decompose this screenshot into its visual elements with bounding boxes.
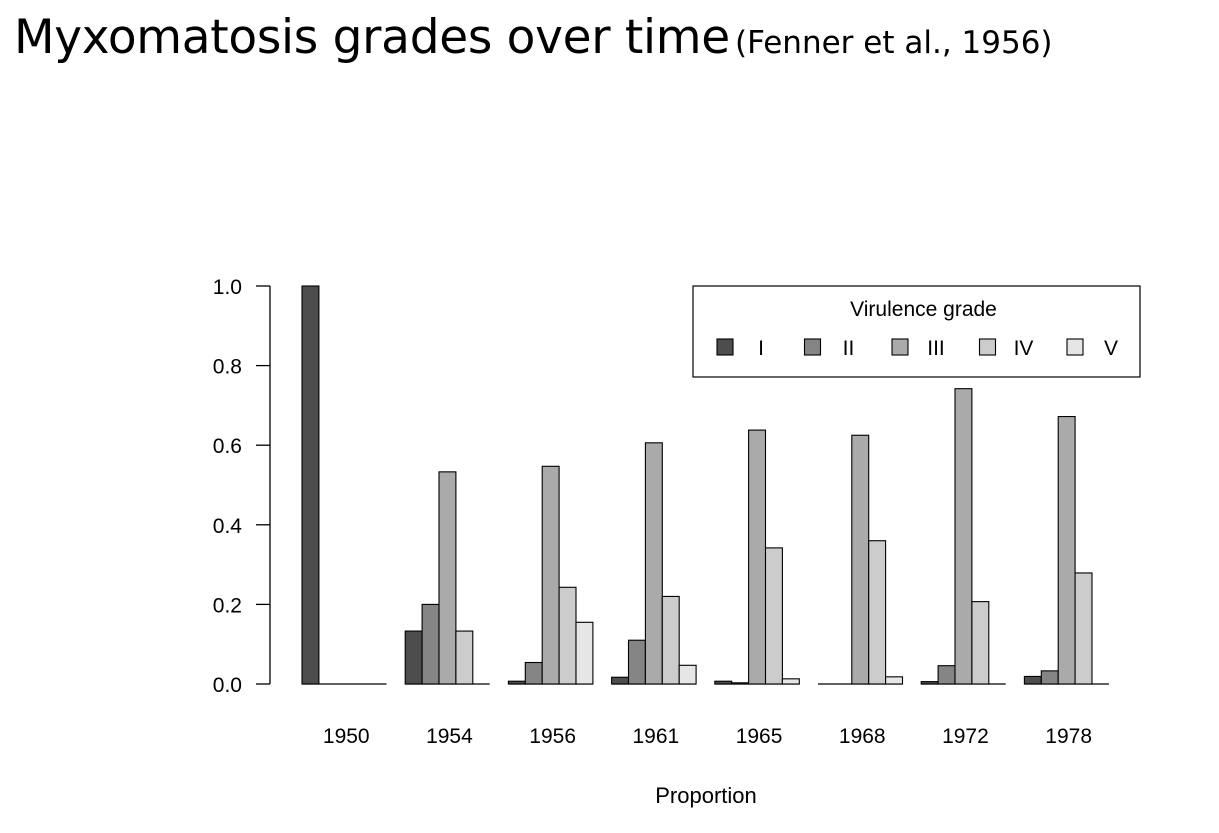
legend-item-III: III (891, 337, 945, 360)
bar-1972-grade-I (920, 681, 939, 685)
bar-1978-grade-IV (1074, 572, 1093, 685)
legend-label: III (927, 337, 945, 360)
bar-1972-grade-IV (971, 601, 990, 685)
bar-group-1961 (611, 442, 697, 685)
legend-item-V: V (1066, 337, 1118, 360)
legend-item-IV: IV (978, 337, 1034, 360)
legend-label: V (1104, 337, 1118, 360)
bar-1956-grade-II (524, 661, 543, 685)
bar-1950-grade-I (301, 285, 320, 685)
title-citation: (Fenner et al., 1956) (735, 25, 1053, 61)
bar-1956-grade-IV (558, 586, 577, 685)
legend-label: I (758, 337, 764, 360)
bar-1956-grade-I (507, 680, 526, 685)
x-tick-label: 1968 (839, 725, 886, 748)
bar-1968-grade-V (885, 676, 904, 685)
bar-group-1954 (404, 471, 490, 685)
bar-1978-grade-II (1040, 670, 1059, 685)
y-tick-label: 1.0 (213, 276, 242, 299)
bar-group-1968 (818, 434, 904, 685)
bar-1954-grade-IV (455, 630, 474, 685)
bar-1978-grade-I (1023, 675, 1042, 685)
legend-swatch (803, 338, 822, 356)
y-axis: 0.0 0.2 0.4 0.6 0.8 1.0 (213, 276, 271, 697)
bar-1961-grade-V (678, 664, 697, 685)
y-tick-label: 0.8 (213, 356, 242, 379)
bar-group-1972 (920, 388, 1006, 685)
legend-item-II: II (803, 337, 855, 360)
x-axis-label: Proportion (655, 783, 757, 808)
y-tick-label: 0.0 (213, 674, 242, 697)
bar-1972-grade-II (937, 665, 956, 685)
legend-label: II (843, 337, 855, 360)
bar-group-1956 (507, 465, 594, 685)
bar-1965-grade-II (731, 682, 750, 685)
bar-1954-grade-II (421, 603, 440, 685)
bar-1954-grade-III (438, 471, 457, 685)
bar-1954-grade-I (404, 630, 423, 685)
bar-1961-grade-III (644, 442, 663, 685)
bar-group-1965 (714, 429, 800, 685)
legend-swatch (716, 338, 734, 356)
x-tick-label: 1956 (529, 725, 576, 748)
x-tick-labels: 1950 1954 1956 1961 1965 1968 1972 1978 (323, 725, 1092, 748)
bar-1961-grade-II (627, 639, 646, 685)
legend-item-I: I (716, 337, 764, 360)
legend-box (692, 285, 1141, 378)
bar-1978-grade-III (1057, 415, 1076, 685)
y-tick-label: 0.6 (213, 435, 242, 458)
x-tick-label: 1972 (942, 725, 989, 748)
bar-1968-grade-III (851, 434, 870, 685)
bar-groups (301, 285, 1109, 685)
bar-1956-grade-III (541, 465, 560, 685)
legend-label: IV (1014, 337, 1034, 360)
bar-1968-grade-IV (868, 540, 887, 685)
bar-1961-grade-IV (661, 595, 680, 685)
legend-swatch (978, 338, 997, 356)
legend-swatch (891, 338, 909, 356)
x-tick-label: 1978 (1045, 725, 1092, 748)
chart-title: Myxomatosis grades over time (Fenner et … (14, 10, 1053, 65)
x-tick-label: 1965 (736, 725, 783, 748)
bar-group-1950 (301, 285, 387, 685)
x-tick-label: 1954 (426, 725, 473, 748)
bar-1956-grade-V (575, 621, 594, 685)
x-tick-label: 1961 (632, 725, 679, 748)
title-main: Myxomatosis grades over time (14, 10, 730, 65)
bar-1965-grade-III (748, 429, 767, 685)
y-tick-label: 0.2 (213, 594, 242, 617)
bar-1972-grade-III (954, 388, 973, 685)
x-tick-label: 1950 (323, 725, 370, 748)
legend-title: Virulence grade (850, 298, 997, 321)
bar-1965-grade-V (781, 678, 800, 685)
y-tick-label: 0.4 (213, 515, 243, 538)
bar-group-1978 (1023, 415, 1109, 685)
bar-1965-grade-IV (764, 547, 783, 685)
bar-1965-grade-I (714, 680, 733, 685)
bar-1961-grade-I (611, 676, 630, 685)
legend-swatch (1066, 338, 1084, 356)
